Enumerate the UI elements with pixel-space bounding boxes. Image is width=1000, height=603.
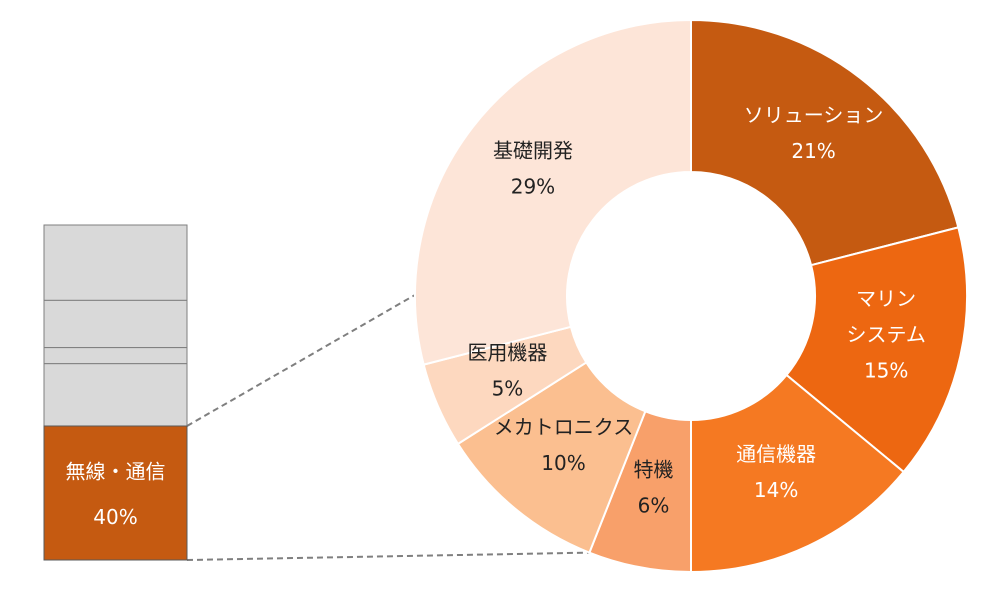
slice-name-label: 通信機器 (736, 442, 816, 466)
connector-line-top (186, 294, 416, 427)
stacked-bar: 無線・通信 40% (43, 224, 188, 561)
bar-segment-wireless (43, 425, 188, 561)
bar-segment-other (43, 224, 188, 301)
slice-value-label: 29% (511, 174, 555, 198)
slice-value-label: 21% (791, 139, 835, 163)
donut-slice (690, 18, 960, 267)
bar-segment-other (43, 299, 188, 349)
bar-segment-value: 40% (93, 505, 137, 529)
slice-value-label: 6% (638, 493, 670, 517)
slice-name-label: システム (846, 323, 925, 347)
slice-name-label: 特機 (634, 457, 674, 481)
slice-name-label: マリン (856, 287, 916, 311)
slice-value-label: 5% (492, 376, 524, 400)
slice-value-label: 15% (864, 359, 908, 383)
slice-name-label: メカトロニクス (494, 415, 633, 439)
connector-lines (186, 294, 590, 561)
bar-segment-other (43, 363, 188, 427)
connector-line-bottom (186, 551, 590, 561)
slice-name-label: ソリューション (744, 103, 884, 127)
donut-slice (414, 18, 692, 366)
slice-value-label: 14% (754, 478, 798, 502)
bar-segment-label: 無線・通信 (66, 459, 166, 483)
bar-segment-other (43, 347, 188, 365)
donut-slice (785, 226, 968, 474)
donut-chart (414, 18, 968, 574)
slice-name-label: 医用機器 (467, 340, 547, 364)
slice-name-label: 基礎開発 (493, 138, 573, 162)
donut-slice (690, 373, 906, 574)
slice-value-label: 10% (541, 451, 585, 475)
